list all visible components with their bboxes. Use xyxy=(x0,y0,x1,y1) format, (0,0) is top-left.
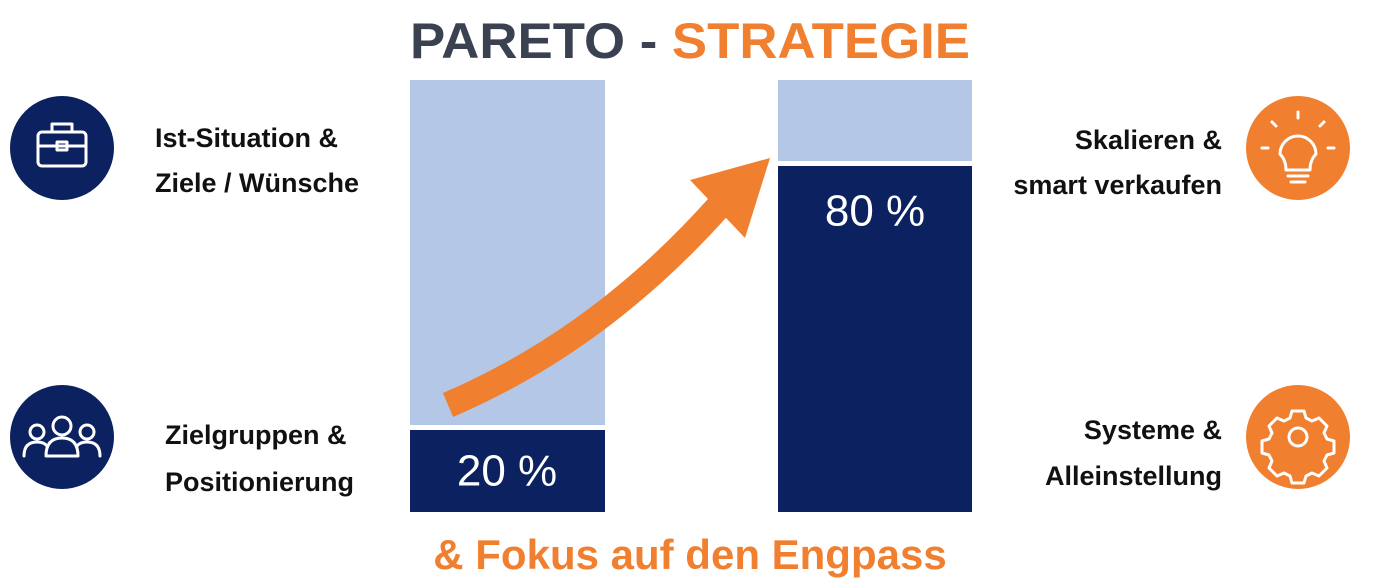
icon-circle xyxy=(10,96,114,200)
icon-circle xyxy=(1246,385,1350,489)
item-text: smart verkaufen xyxy=(1013,170,1222,200)
item-text: Ziele / Wünsche xyxy=(155,168,359,198)
briefcase-icon xyxy=(36,122,88,168)
title: PARETO - STRATEGIE xyxy=(410,13,970,69)
item-text: Positionierung xyxy=(165,467,354,497)
bar-label: 80 % xyxy=(825,187,925,236)
bar xyxy=(410,430,605,512)
title-part1: PARETO - xyxy=(410,13,672,69)
people-icon xyxy=(22,415,102,458)
item-text: Alleinstellung xyxy=(1045,461,1222,491)
bar-label: 20 % xyxy=(457,447,557,496)
title-part2: STRATEGIE xyxy=(672,13,970,69)
gear-icon xyxy=(1260,409,1336,485)
item-text: Zielgruppen & xyxy=(165,420,347,450)
bar-background xyxy=(778,80,972,161)
arrow-shaft xyxy=(442,196,730,417)
bulb-icon xyxy=(1260,110,1336,184)
item-text: Skalieren & xyxy=(1075,125,1222,155)
bar xyxy=(778,166,972,512)
arrow-head xyxy=(690,158,770,238)
item-text: Ist-Situation & xyxy=(155,123,338,153)
item-text: Systeme & xyxy=(1084,415,1222,445)
footer: & Fokus auf den Engpass xyxy=(433,531,946,578)
